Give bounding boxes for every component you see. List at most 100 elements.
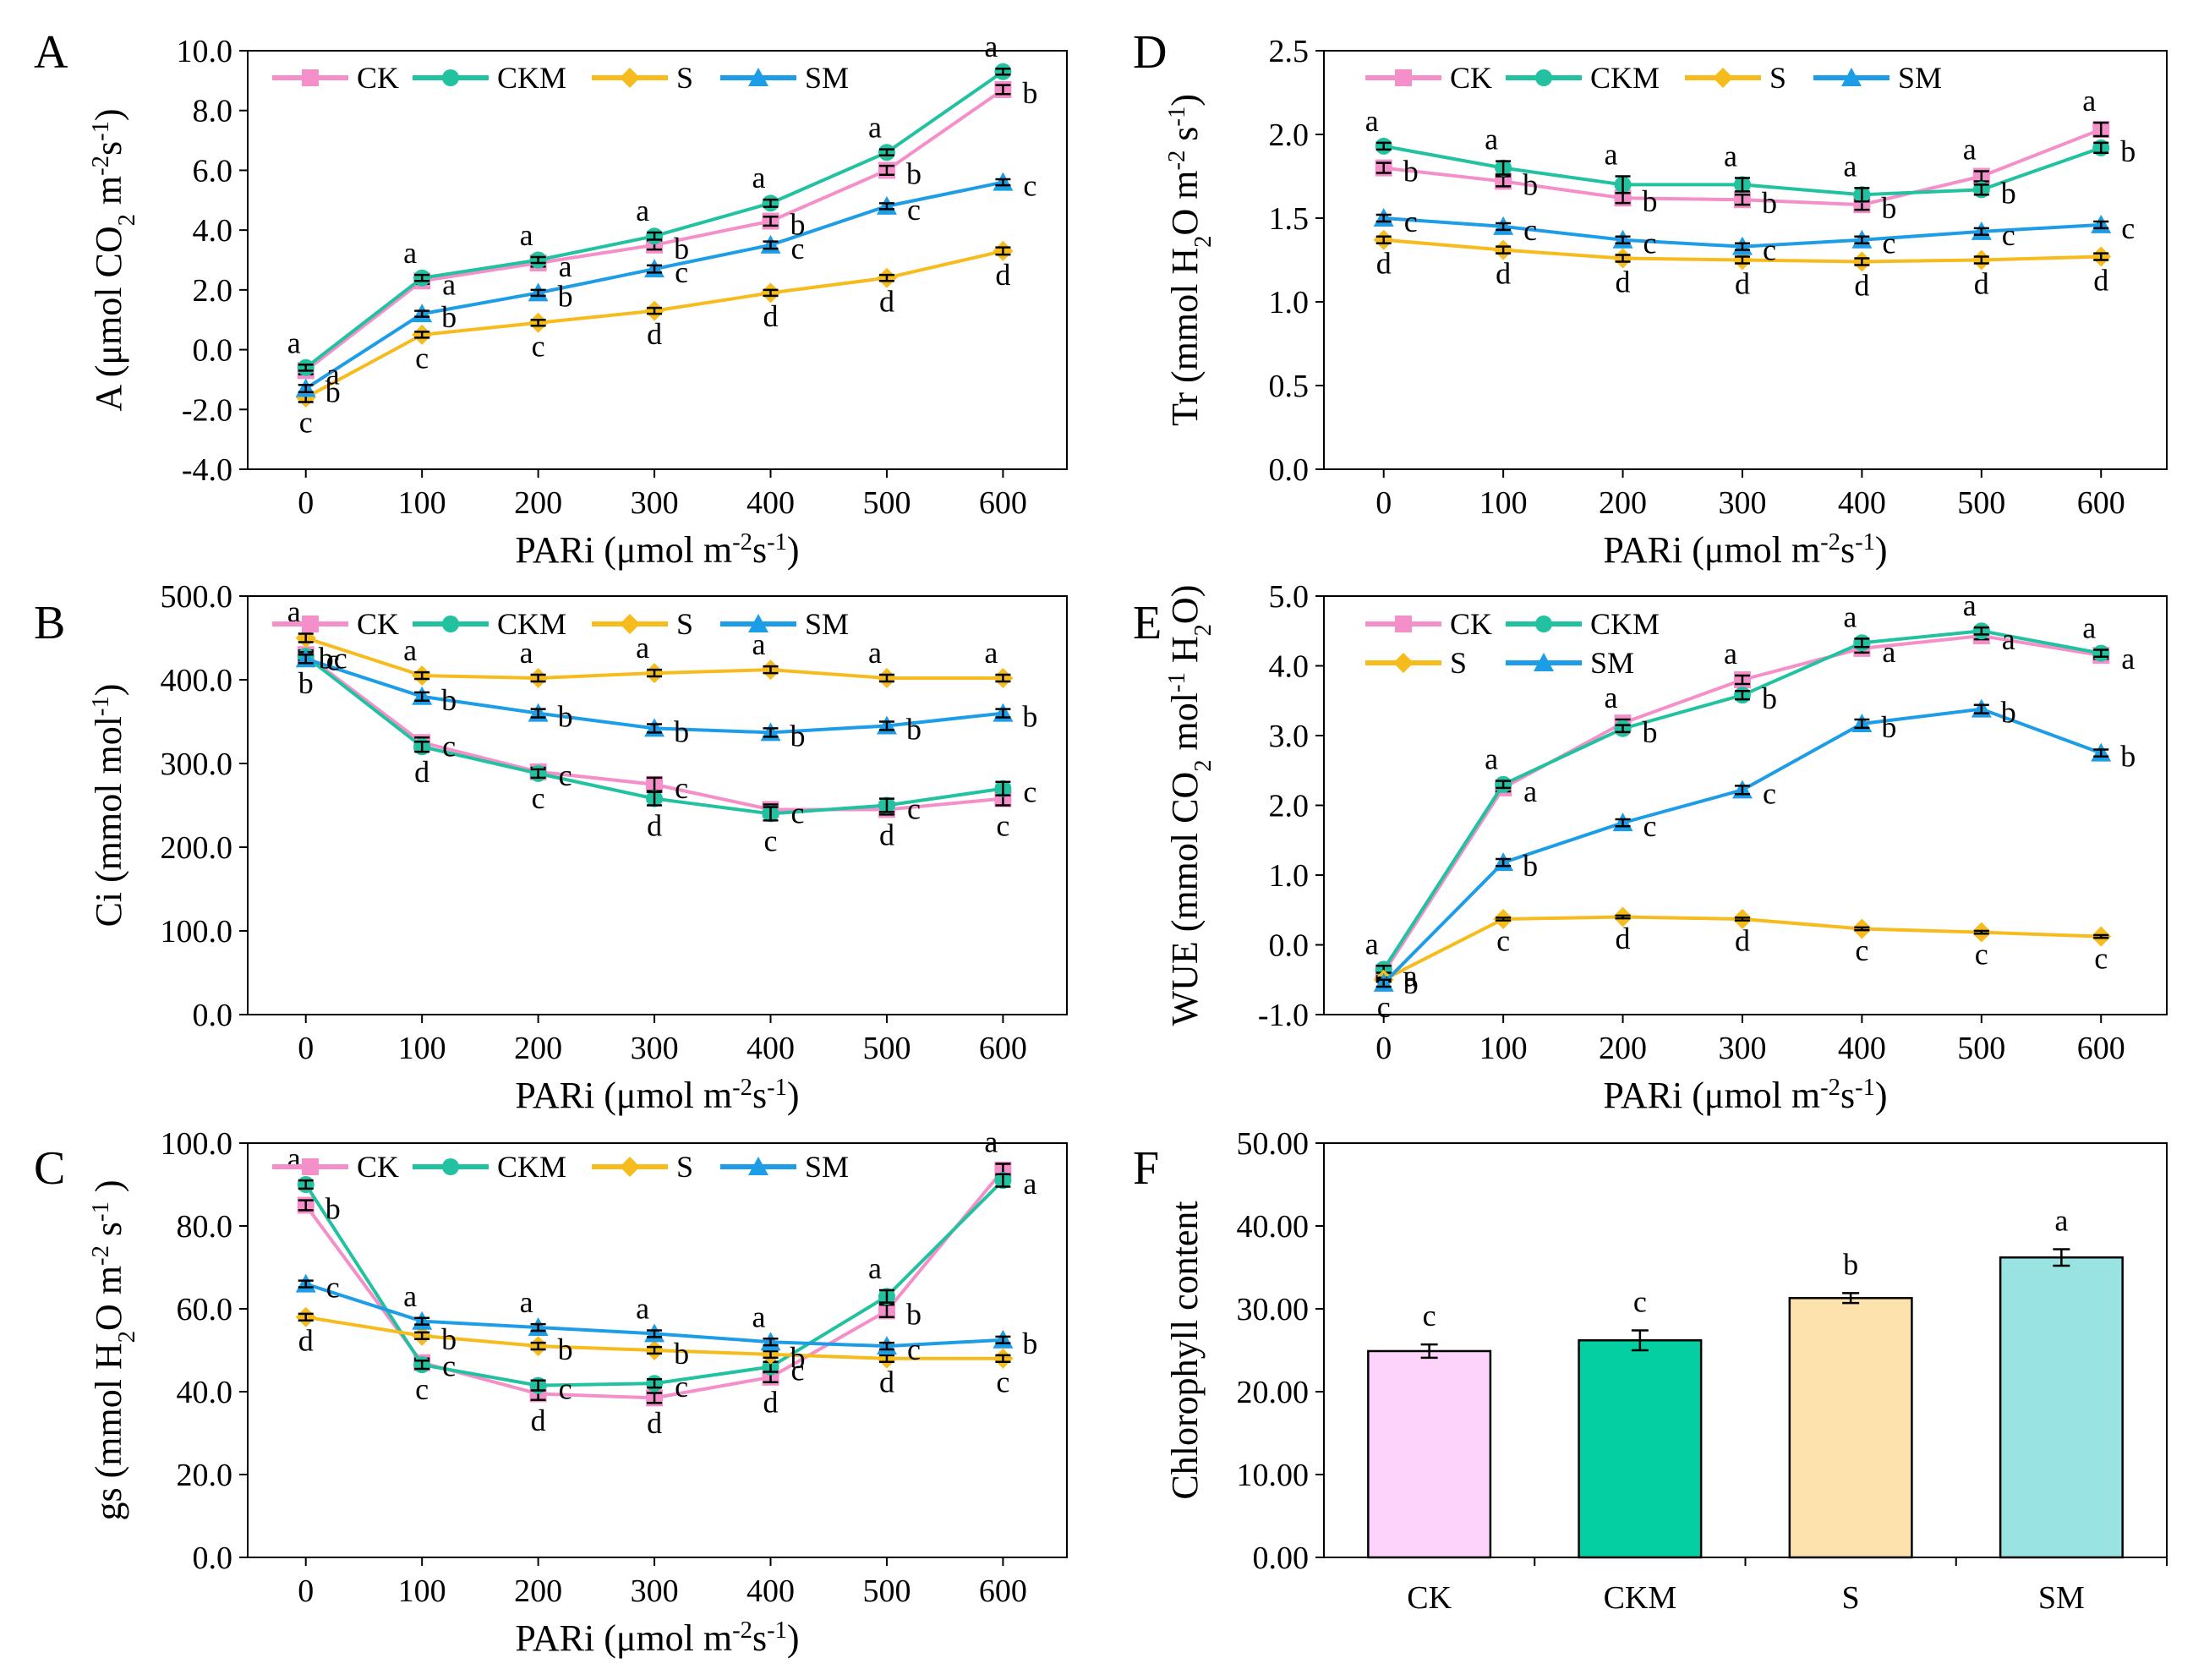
- significance-letter: a: [1963, 133, 1977, 167]
- y-axis-label: gs (mmol H2O m-2 s-1 ): [88, 1180, 140, 1521]
- series-S: [295, 1306, 1014, 1369]
- x-tick-label: 500: [862, 1573, 911, 1609]
- y-tick-label: 10.0: [177, 34, 233, 69]
- legend-item-SM: SM: [720, 61, 849, 95]
- significance-letter: b: [1022, 700, 1037, 734]
- legend-item-SM: SM: [720, 607, 849, 641]
- significance-letter: a: [2082, 611, 2096, 645]
- series-S: [1373, 229, 2112, 272]
- label-part: s: [752, 1075, 767, 1116]
- legend: CK CKM S SM: [272, 1150, 849, 1184]
- significance-letter: d: [647, 1406, 662, 1440]
- x-tick-label: 0: [298, 485, 314, 521]
- significance-letter: d: [1854, 268, 1869, 302]
- legend-label: CK: [357, 1150, 399, 1184]
- series-SM: [295, 648, 1014, 741]
- legend-item-CK: CK: [272, 607, 399, 641]
- x-tick-label: 0: [298, 1573, 314, 1609]
- legend-item-SM: SM: [720, 1150, 849, 1184]
- significance-letter: a: [636, 631, 649, 665]
- x-tick-label: 100: [1479, 485, 1528, 521]
- legend: CK CKM S SM: [1365, 61, 1942, 95]
- significance-letter: b: [1022, 76, 1037, 110]
- significance-letter: a: [2054, 1203, 2068, 1237]
- marker-diamond: [620, 68, 640, 88]
- significance-letter: a: [520, 218, 533, 252]
- significance-letter: a: [752, 627, 766, 661]
- x-tick-label: 400: [1838, 1031, 1886, 1066]
- series-CKM: [297, 648, 1012, 823]
- x-tick-label: 400: [746, 1031, 795, 1066]
- legend-item-CKM: CKM: [413, 1150, 566, 1184]
- significance-letter: a: [868, 111, 882, 145]
- y-tick-label: 0.0: [1269, 452, 1310, 488]
- x-tick-label: 400: [746, 1573, 795, 1609]
- x-axis-label: PARi (μmol m-2s-1): [1603, 529, 1887, 572]
- significance-letter: c: [1882, 227, 1895, 260]
- series-CK: [1375, 121, 2110, 214]
- legend-label: SM: [1590, 646, 1634, 680]
- significance-letter: c: [675, 255, 688, 289]
- x-tick-label: 300: [631, 485, 679, 521]
- y-axis-label: Tr (mmol H2O m-2 s-1): [1164, 94, 1217, 426]
- significance-letter: c: [907, 193, 921, 227]
- legend-label: CKM: [1590, 607, 1660, 641]
- significance-letter: c: [1377, 990, 1391, 1024]
- significance-letter: b: [1881, 710, 1896, 744]
- y-tick-label: 0.0: [193, 333, 233, 369]
- significance-letter: b: [1022, 1327, 1037, 1360]
- significance-letter: b: [790, 208, 806, 242]
- x-tick-label: 600: [979, 1573, 1027, 1609]
- series-S: [295, 240, 1014, 408]
- label-part: -2: [1820, 1075, 1840, 1101]
- label-part: ): [787, 1075, 800, 1116]
- significance-letter: c: [532, 781, 545, 815]
- legend-label: S: [676, 1150, 693, 1184]
- panel-F: F 0.00 10.00 20.00 30.00 40.00 50.00 Chlorophyl…: [1133, 1126, 2168, 1616]
- label-part: s: [1840, 529, 1855, 571]
- marker-circle: [1535, 616, 1552, 632]
- marker-triangle: [748, 68, 768, 86]
- label-part: s: [88, 141, 129, 156]
- significance-letter: b: [1843, 1247, 1858, 1281]
- series-SM: [1373, 698, 2112, 992]
- label-part: PARi (μmol m: [1603, 1075, 1820, 1116]
- label-part: -2: [88, 156, 114, 176]
- significance-letter: c: [1643, 809, 1657, 843]
- significance-letter: a: [1605, 138, 1618, 172]
- marker-circle: [1535, 69, 1552, 86]
- significance-letter: b: [1762, 681, 1777, 715]
- marker-circle: [442, 1158, 459, 1175]
- x-tick-label: 400: [1838, 485, 1886, 521]
- label-part: -2: [88, 1245, 114, 1266]
- label-part: ): [1164, 94, 1206, 107]
- significance-letter: b: [2001, 696, 2016, 730]
- series-CKM: [1375, 137, 2110, 204]
- y-axis-label: WUE (mmol CO2 mol-1 H2O): [1164, 585, 1217, 1026]
- marker-circle: [442, 616, 459, 632]
- significance-letter: c: [1855, 933, 1868, 967]
- significance-letter: a: [2002, 622, 2015, 656]
- significance-letter: a: [1843, 149, 1857, 183]
- legend-label: SM: [805, 61, 849, 95]
- significance-letter: c: [907, 792, 921, 826]
- significance-letter: a: [403, 236, 417, 270]
- significance-letter: b: [558, 700, 573, 734]
- label-part: -1: [88, 121, 114, 141]
- significance-letter: d: [531, 1404, 546, 1437]
- significance-letter: a: [287, 1141, 301, 1175]
- significance-letter: b: [441, 300, 457, 334]
- significance-letter: d: [298, 1324, 314, 1358]
- significance-letter: a: [984, 30, 998, 63]
- marker-square: [302, 1158, 319, 1175]
- bar-S: [1788, 1297, 1913, 1559]
- x-tick-label: 200: [1599, 1031, 1647, 1066]
- legend-label: S: [1450, 646, 1467, 680]
- significance-letter: a: [403, 633, 417, 667]
- y-tick-label: 6.0: [193, 153, 233, 189]
- label-part: 2: [114, 1331, 140, 1343]
- label-part: 2: [114, 214, 140, 226]
- significance-letter: b: [674, 714, 689, 748]
- series-S: [1373, 906, 2112, 990]
- series-CKM: [1375, 622, 2110, 978]
